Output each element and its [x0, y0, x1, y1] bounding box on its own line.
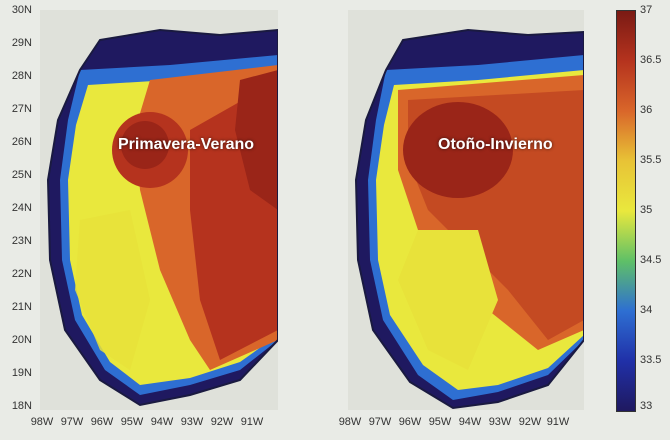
- lon-label: 98W: [338, 416, 362, 428]
- lat-label: 27N: [11, 103, 32, 115]
- lat-label: 20N: [11, 334, 32, 346]
- lat-label: 19N: [11, 367, 32, 379]
- lon-label: 96W: [90, 416, 114, 428]
- lon-label: 92W: [518, 416, 542, 428]
- lon-label: 92W: [210, 416, 234, 428]
- lon-label: 94W: [458, 416, 482, 428]
- lon-label: 94W: [150, 416, 174, 428]
- colorbar-tick: 34.5: [640, 254, 662, 266]
- lat-label: 23N: [11, 235, 32, 247]
- lon-label: 96W: [398, 416, 422, 428]
- colorbar: [616, 10, 636, 412]
- lon-label: 93W: [180, 416, 204, 428]
- lon-label: 97W: [60, 416, 84, 428]
- colorbar-tick: 33: [640, 400, 653, 412]
- panel-label-otono-invierno: Otoño-Invierno: [438, 136, 553, 153]
- colorbar-tick: 33.5: [640, 354, 662, 366]
- colorbar-tick: 35: [640, 204, 653, 216]
- lat-label: 26N: [11, 136, 32, 148]
- colorbar-tick: 36.5: [640, 54, 662, 66]
- map-primavera-verano: [40, 10, 278, 410]
- lat-label: 29N: [11, 37, 32, 49]
- lon-label: 91W: [546, 416, 570, 428]
- lat-label: 18N: [11, 400, 32, 412]
- colorbar-tick: 36: [640, 104, 653, 116]
- lon-label: 93W: [488, 416, 512, 428]
- lat-label: 25N: [11, 169, 32, 181]
- lat-label: 21N: [11, 301, 32, 313]
- colorbar-tick: 35.5: [640, 154, 662, 166]
- lat-label: 22N: [11, 268, 32, 280]
- lon-label: 91W: [240, 416, 264, 428]
- lon-label: 95W: [120, 416, 144, 428]
- lat-label: 30N: [11, 4, 32, 16]
- lon-label: 95W: [428, 416, 452, 428]
- lon-label: 98W: [30, 416, 54, 428]
- colorbar-tick: 37: [640, 4, 653, 16]
- panel-label-primavera-verano: Primavera-Verano: [118, 136, 255, 153]
- lat-label: 28N: [11, 70, 32, 82]
- colorbar-tick: 34: [640, 304, 653, 316]
- lat-label: 24N: [11, 202, 32, 214]
- lon-label: 97W: [368, 416, 392, 428]
- map-otono-invierno: [348, 10, 584, 410]
